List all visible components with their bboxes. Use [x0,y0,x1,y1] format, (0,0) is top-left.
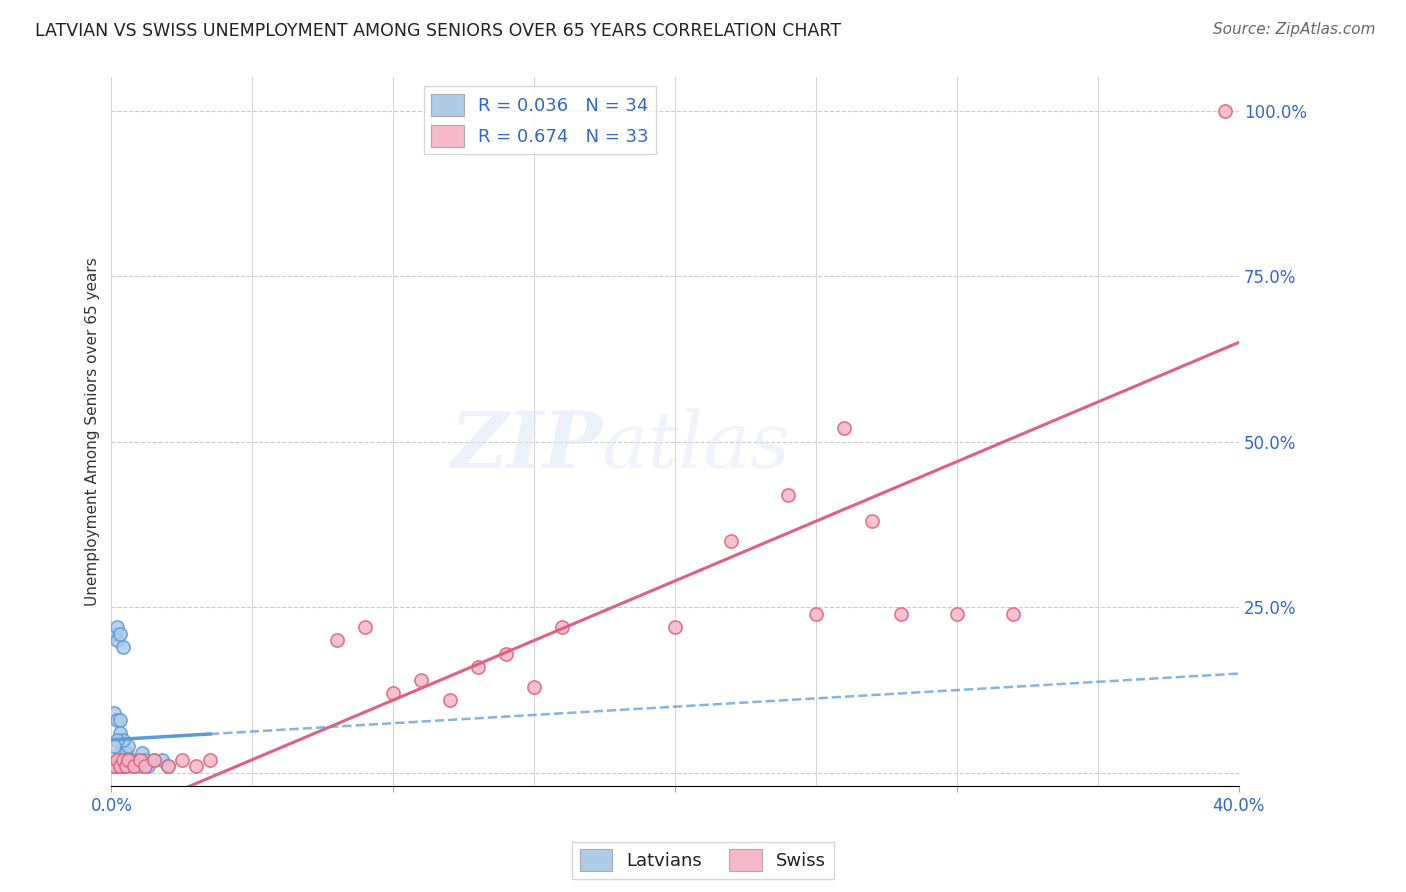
Point [105,633,128,648]
Point [326,633,349,648]
Text: ZIP: ZIP [450,408,602,484]
Point [103,627,125,641]
Point [131,746,153,760]
Y-axis label: Unemployment Among Seniors over 65 years: Unemployment Among Seniors over 65 years [86,258,100,607]
Point [439,693,461,707]
Point [111,732,134,747]
Point [108,746,131,760]
Text: atlas: atlas [602,408,790,484]
Point [1002,607,1025,621]
Point [382,686,405,700]
Point [105,759,128,773]
Point [125,753,148,767]
Point [103,759,125,773]
Point [134,753,156,767]
Point [467,660,489,674]
Text: Source: ZipAtlas.com: Source: ZipAtlas.com [1212,22,1375,37]
Point [114,746,136,760]
Point [142,753,165,767]
Point [120,753,142,767]
Point [354,620,377,634]
Point [103,706,125,721]
Point [142,753,165,767]
Point [551,620,574,634]
Point [105,753,128,767]
Point [111,753,134,767]
Point [111,759,134,773]
Point [156,759,179,773]
Point [664,620,686,634]
Point [122,759,145,773]
Point [134,759,156,773]
Point [108,627,131,641]
Point [198,753,221,767]
Point [108,759,131,773]
Point [114,759,136,773]
Point [523,680,546,694]
Point [103,759,125,773]
Point [946,607,969,621]
Point [776,488,799,502]
Point [411,673,433,688]
Point [136,759,159,773]
Point [1213,103,1236,118]
Point [128,753,150,767]
Point [114,759,136,773]
Legend: Latvians, Swiss: Latvians, Swiss [572,842,834,879]
Point [128,759,150,773]
Point [150,753,173,767]
Point [105,753,128,767]
Point [122,759,145,773]
Point [860,514,883,528]
Point [832,421,855,435]
Text: LATVIAN VS SWISS UNEMPLOYMENT AMONG SENIORS OVER 65 YEARS CORRELATION CHART: LATVIAN VS SWISS UNEMPLOYMENT AMONG SENI… [35,22,841,40]
Point [108,759,131,773]
Point [495,647,517,661]
Point [111,753,134,767]
Point [111,640,134,654]
Point [105,732,128,747]
Point [184,759,207,773]
Point [156,759,179,773]
Point [108,753,131,767]
Point [103,739,125,754]
Point [804,607,827,621]
Point [117,753,139,767]
Point [105,620,128,634]
Point [117,739,139,754]
Point [108,713,131,727]
Point [117,753,139,767]
Point [105,713,128,727]
Point [720,534,742,549]
Point [170,753,193,767]
Point [108,726,131,740]
Legend: R = 0.036   N = 34, R = 0.674   N = 33: R = 0.036 N = 34, R = 0.674 N = 33 [423,87,655,154]
Point [890,607,912,621]
